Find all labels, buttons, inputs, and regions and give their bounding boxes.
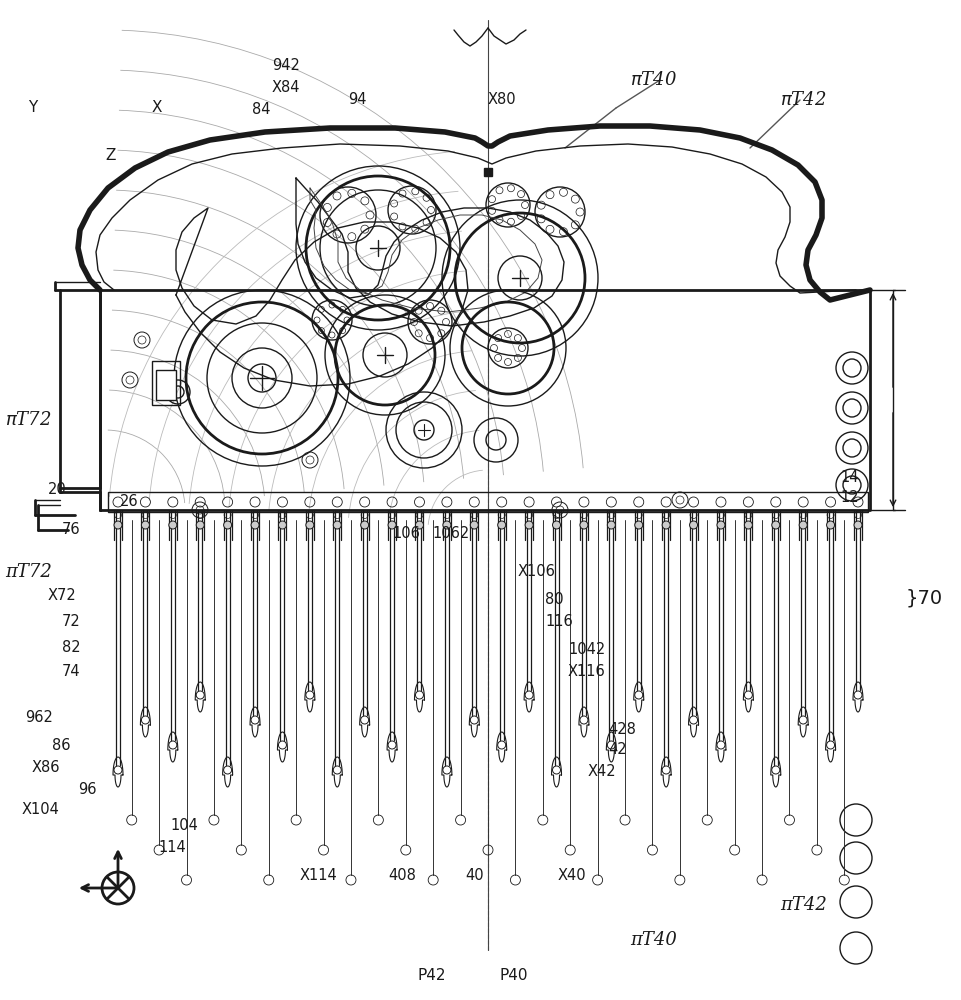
Text: 428: 428 — [607, 722, 635, 738]
Text: X: X — [152, 101, 162, 115]
Text: X86: X86 — [32, 760, 61, 776]
Circle shape — [251, 521, 259, 529]
Text: Z: Z — [105, 147, 115, 162]
Text: 80: 80 — [545, 592, 563, 607]
Circle shape — [415, 521, 423, 529]
Circle shape — [771, 521, 779, 529]
Circle shape — [525, 521, 532, 529]
Text: P40: P40 — [500, 968, 528, 982]
Text: 962: 962 — [25, 710, 53, 726]
Text: 96: 96 — [78, 782, 96, 798]
Text: $\pi$T40: $\pi$T40 — [629, 71, 677, 89]
Text: 106: 106 — [391, 526, 419, 540]
Circle shape — [634, 521, 642, 529]
Text: X104: X104 — [22, 802, 60, 818]
Circle shape — [306, 521, 313, 529]
Circle shape — [470, 521, 478, 529]
Text: 42: 42 — [607, 742, 626, 758]
Text: $\pi$T42: $\pi$T42 — [779, 91, 825, 109]
Text: 116: 116 — [545, 614, 572, 630]
Circle shape — [196, 521, 204, 529]
Circle shape — [853, 521, 861, 529]
Text: 86: 86 — [52, 738, 70, 752]
Text: πT42: πT42 — [779, 896, 826, 914]
Circle shape — [114, 521, 122, 529]
Circle shape — [825, 521, 834, 529]
Text: 26: 26 — [120, 494, 138, 510]
Circle shape — [278, 521, 286, 529]
Circle shape — [497, 521, 505, 529]
Text: 1042: 1042 — [567, 643, 604, 658]
Circle shape — [799, 521, 806, 529]
Text: P42: P42 — [418, 968, 446, 982]
Text: 104: 104 — [170, 818, 198, 834]
Circle shape — [579, 521, 587, 529]
Text: X84: X84 — [272, 81, 300, 96]
Text: X116: X116 — [567, 664, 605, 680]
Text: X72: X72 — [48, 588, 77, 603]
Text: πT72: πT72 — [5, 563, 52, 581]
Circle shape — [661, 521, 670, 529]
Text: X42: X42 — [587, 764, 616, 780]
Text: X114: X114 — [300, 868, 337, 884]
Text: 76: 76 — [62, 522, 81, 538]
Bar — [152, 361, 180, 405]
Text: 942: 942 — [272, 58, 300, 74]
Text: 1062: 1062 — [431, 526, 469, 540]
Text: 72: 72 — [62, 614, 81, 630]
Text: }70: }70 — [905, 588, 942, 607]
Circle shape — [606, 521, 615, 529]
Text: 408: 408 — [387, 868, 415, 884]
Text: 74: 74 — [62, 664, 81, 680]
Text: X40: X40 — [557, 868, 586, 884]
Text: X106: X106 — [517, 564, 555, 580]
Circle shape — [442, 521, 451, 529]
Text: 114: 114 — [158, 840, 185, 856]
Circle shape — [744, 521, 752, 529]
Text: X80: X80 — [487, 93, 516, 107]
Circle shape — [387, 521, 396, 529]
Circle shape — [333, 521, 341, 529]
Text: 14: 14 — [839, 471, 857, 486]
Text: $\pi$T72: $\pi$T72 — [5, 411, 52, 429]
Bar — [483, 168, 491, 176]
Circle shape — [552, 521, 560, 529]
Circle shape — [360, 521, 368, 529]
Text: πT40: πT40 — [629, 931, 677, 949]
Text: 94: 94 — [348, 93, 366, 107]
Bar — [108, 492, 867, 512]
Text: 20: 20 — [48, 483, 66, 497]
Circle shape — [689, 521, 697, 529]
Bar — [156, 370, 176, 400]
Circle shape — [716, 521, 725, 529]
Text: 12: 12 — [839, 490, 858, 506]
Text: 84: 84 — [252, 103, 270, 117]
Text: Y: Y — [28, 101, 37, 115]
Text: 82: 82 — [62, 641, 81, 656]
Circle shape — [168, 521, 177, 529]
Text: 40: 40 — [464, 868, 483, 884]
Circle shape — [141, 521, 149, 529]
Circle shape — [223, 521, 232, 529]
